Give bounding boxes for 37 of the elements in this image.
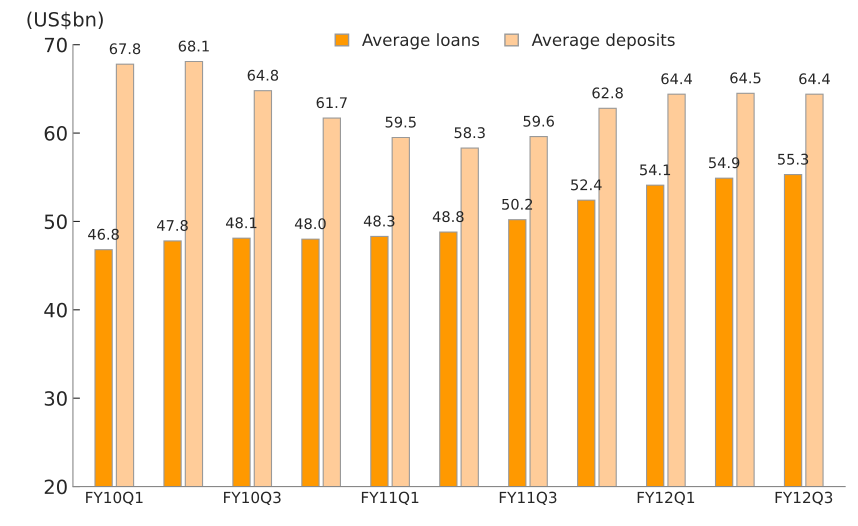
data-label: 58.3 (454, 127, 485, 138)
data-label: 47.8 (157, 220, 188, 231)
x-tick-label: FY12Q3 (776, 492, 832, 505)
data-label: 61.7 (316, 97, 347, 108)
data-label: 48.8 (432, 211, 464, 222)
data-label: 48.1 (226, 217, 256, 228)
y-tick-label: 70 (44, 38, 67, 52)
data-label: 59.5 (386, 116, 416, 128)
data-label: 64.8 (248, 70, 278, 81)
y-tick-label: 40 (44, 302, 67, 318)
data-label: 62.8 (592, 87, 623, 98)
x-tick-label: FY11Q3 (500, 492, 556, 505)
data-label: 55.3 (778, 154, 808, 165)
data-label: 54.9 (709, 157, 740, 168)
data-label: 68.1 (178, 40, 209, 52)
data-label: 67.8 (110, 43, 140, 54)
data-label: 64.4 (661, 73, 692, 84)
data-label: 64.5 (730, 72, 760, 84)
y-tick-label: 50 (44, 214, 67, 230)
y-tick-label: 30 (44, 391, 67, 406)
data-label: 54.1 (640, 164, 670, 176)
data-label: 48.0 (294, 218, 326, 230)
x-tick-label: FY10Q3 (224, 492, 281, 505)
legend-label: Average loans (362, 33, 480, 50)
y-tick-label: 60 (44, 126, 67, 141)
data-label: 59.6 (524, 116, 554, 127)
data-label: 48.3 (364, 216, 394, 227)
x-tick-label: FY10Q1 (86, 492, 143, 505)
x-tick-label: FY12Q1 (638, 492, 694, 505)
data-label: 46.8 (88, 228, 119, 240)
data-label: 64.4 (799, 73, 830, 84)
data-label: 50.2 (502, 198, 532, 210)
y-tick-label: 20 (44, 480, 67, 494)
data-label: 52.4 (571, 179, 602, 190)
x-tick-label: FY11Q1 (362, 492, 418, 505)
legend-label: Average deposits (532, 33, 675, 50)
y-axis-title: (US$bn) (27, 12, 103, 30)
